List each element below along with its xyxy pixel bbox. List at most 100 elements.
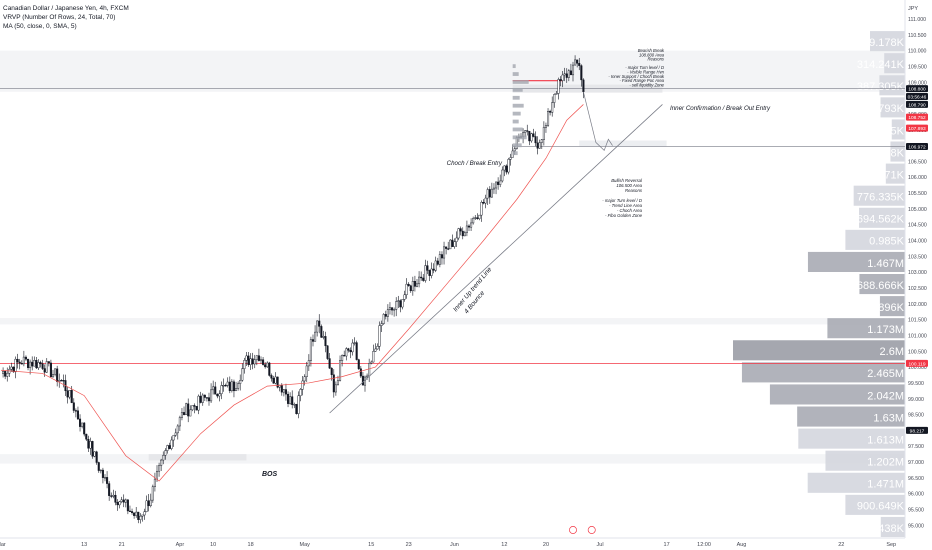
candle-body — [443, 246, 446, 259]
y-tick-label: 105.500 — [908, 191, 927, 197]
candle-body — [501, 169, 504, 182]
price-badge-label: 100.119 — [909, 361, 926, 367]
x-tick-label: 20 — [543, 542, 549, 548]
candle-body — [172, 434, 175, 441]
candle-body — [495, 181, 498, 189]
candle-body — [259, 359, 263, 361]
volume-label: 529.178K — [857, 37, 905, 49]
x-tick-label: May — [299, 542, 310, 548]
candle-body — [432, 268, 435, 271]
candle-body — [472, 217, 475, 224]
event-marker-icon — [587, 526, 596, 534]
candle-body — [170, 439, 173, 449]
price-badge — [906, 85, 928, 93]
volume-label: 900.649K — [857, 501, 905, 513]
candle-body — [224, 385, 227, 387]
candle-body — [264, 364, 267, 368]
candle-body — [245, 355, 248, 361]
candle-body — [141, 514, 144, 517]
candle-body — [35, 360, 38, 369]
candle-body — [108, 483, 111, 496]
chart-legend: Canadian Dollar / Japanese Yen, 4h, FXCM… — [3, 4, 129, 31]
choch-zone — [579, 140, 667, 147]
candle-body — [253, 359, 256, 365]
candle-body — [176, 425, 179, 434]
volume-label: 1.467M — [867, 258, 904, 270]
candle-body — [201, 394, 204, 403]
candle-body — [332, 374, 335, 393]
candle-body — [347, 348, 350, 351]
candle-body — [326, 345, 329, 359]
candle-body — [262, 359, 265, 365]
candle-body — [10, 366, 13, 370]
candle-body — [434, 260, 437, 271]
indicator-ma[interactable]: MA (50, close, 0, SMA, 5) — [3, 23, 77, 30]
candle-body — [569, 70, 572, 76]
candle-body — [542, 127, 545, 140]
candle-body — [145, 500, 148, 512]
currency-label: JPY — [908, 6, 918, 12]
candle-body — [403, 294, 406, 300]
candle-body — [193, 405, 196, 407]
upper-zone — [0, 50, 905, 92]
symbol-title[interactable]: Canadian Dollar / Japanese Yen, 4h, FXCM — [3, 5, 129, 12]
candle-body — [445, 246, 448, 249]
candle-body — [422, 277, 425, 281]
candle-body — [241, 368, 244, 381]
candle-body — [528, 131, 531, 142]
volume-label: 1.613M — [867, 434, 904, 446]
candle-body — [239, 380, 242, 384]
candle-body — [459, 228, 462, 232]
candle-body — [328, 358, 331, 369]
candle-body — [22, 356, 25, 365]
candle-body — [534, 136, 537, 144]
candle-body — [576, 59, 579, 64]
candle-body — [382, 314, 385, 324]
candle-body — [563, 73, 566, 76]
candle-body — [151, 486, 154, 501]
candle-body — [499, 180, 502, 185]
candle-body — [287, 393, 290, 404]
candle-body — [197, 395, 200, 411]
candle-body — [463, 232, 466, 237]
x-tick-label: Apr — [176, 542, 185, 548]
candle-body — [228, 381, 231, 391]
candle-body — [47, 361, 50, 364]
candle-body — [526, 130, 529, 132]
volume-bar — [845, 229, 905, 250]
volume-bar — [807, 472, 905, 493]
candle-body — [74, 410, 77, 412]
candle-body — [31, 361, 34, 367]
candle-body — [268, 362, 271, 376]
candle-body — [368, 363, 371, 377]
mid-zone — [0, 318, 905, 325]
price-badge-label: 106.972 — [908, 144, 926, 150]
candle-body — [532, 133, 535, 137]
y-tick-label: 97.000 — [908, 460, 924, 466]
volume-bar — [741, 362, 905, 383]
candle-body — [451, 239, 454, 247]
candle-body — [212, 386, 215, 391]
candle-body — [16, 358, 19, 363]
price-badge — [906, 93, 928, 101]
candle-body — [232, 381, 235, 392]
x-tick-label: 18 — [248, 542, 254, 548]
annotation-bullish: - Choch Area — [617, 208, 643, 213]
volume-label: 688.666K — [857, 280, 905, 292]
y-tick-label: 100.000 — [908, 365, 927, 371]
candle-body — [299, 389, 302, 397]
candle-body — [226, 381, 229, 386]
y-tick-label: 102.000 — [908, 302, 927, 308]
price-badge — [906, 359, 928, 367]
volume-label: 1.202M — [867, 457, 904, 469]
y-tick-label: 98.500 — [908, 413, 924, 419]
x-tick-label: 22 — [838, 542, 844, 548]
annotation-bearish: - Inner Support / Choch Break — [608, 74, 665, 79]
trend-line — [329, 104, 663, 414]
candle-body — [54, 368, 57, 375]
candle-body — [540, 139, 543, 143]
candle-body — [91, 441, 94, 457]
candle-body — [131, 511, 134, 513]
indicator-vrvp[interactable]: VRVP (Number Of Rows, 24, Total, 70) — [3, 14, 116, 21]
